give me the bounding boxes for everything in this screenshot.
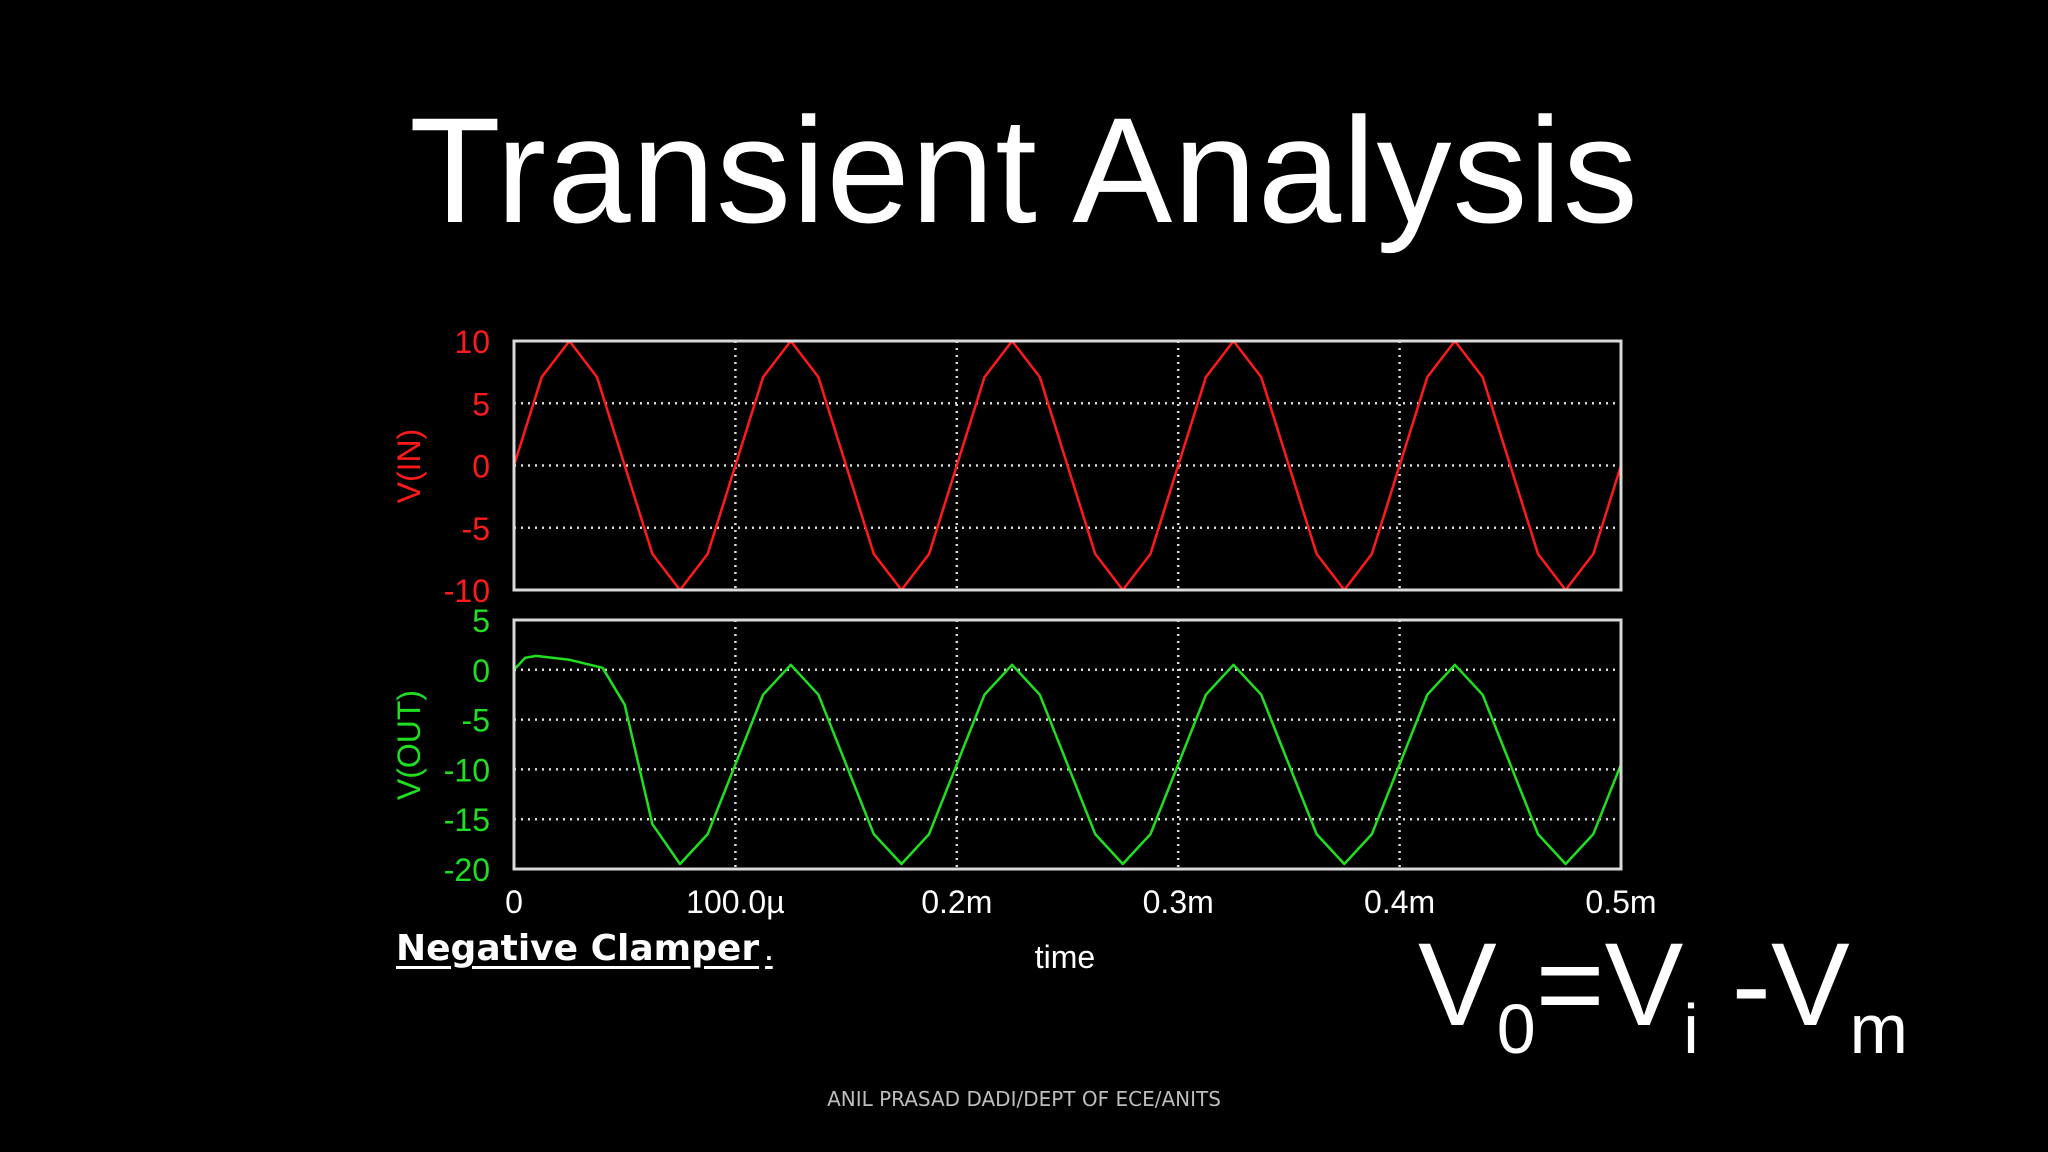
formula-vi: V [1604,919,1684,1051]
y-axis-label: V(OUT) [391,690,427,800]
y-tick-label: 0 [472,653,490,689]
y-tick-label: -20 [444,852,490,888]
formula-sub-m: m [1849,990,1908,1068]
x-tick-label: 0.4m [1364,884,1435,920]
negative-clamper-caption: Negative Clamper. [396,928,773,969]
y-axis-label: V(IN) [391,429,427,504]
x-tick-label: 0 [505,884,523,920]
x-tick-label: 100.0µ [686,884,785,920]
x-axis-label: time [1035,939,1095,975]
y-tick-label: -10 [444,752,490,788]
y-tick-label: 10 [454,324,490,360]
y-tick-label: -15 [444,802,490,838]
y-tick-label: -5 [462,511,490,547]
formula-sub-0: 0 [1496,990,1536,1068]
formula-minus: - [1698,919,1771,1051]
formula-sub-i: i [1683,990,1699,1068]
y-tick-label: 5 [472,603,490,639]
x-tick-label: 0.5m [1585,884,1656,920]
y-tick-label: -5 [462,703,490,739]
x-tick-label: 0.2m [921,884,992,920]
plot-frame [512,339,1623,592]
formula-v0: V [1418,919,1497,1051]
formula-equals: = [1535,919,1605,1051]
y-tick-label: 5 [472,386,490,422]
x-tick-label: 0.3m [1143,884,1214,920]
y-tick-label: -10 [444,573,490,609]
plot-frame [512,618,1623,871]
caption-text: Negative Clamper [396,928,760,969]
y-tick-label: 0 [472,449,490,485]
footer-credit: ANIL PRASAD DADI/DEPT OF ECE/ANITS [827,1087,1221,1111]
caption-mark: . [765,941,773,965]
series-line-vout [513,654,1623,866]
clamper-formula: V0=Vi -Vm [1418,919,1908,1064]
slide-title: Transient Analysis [409,86,1639,254]
series-line-vin [512,339,1623,592]
formula-vm: V [1770,919,1850,1051]
